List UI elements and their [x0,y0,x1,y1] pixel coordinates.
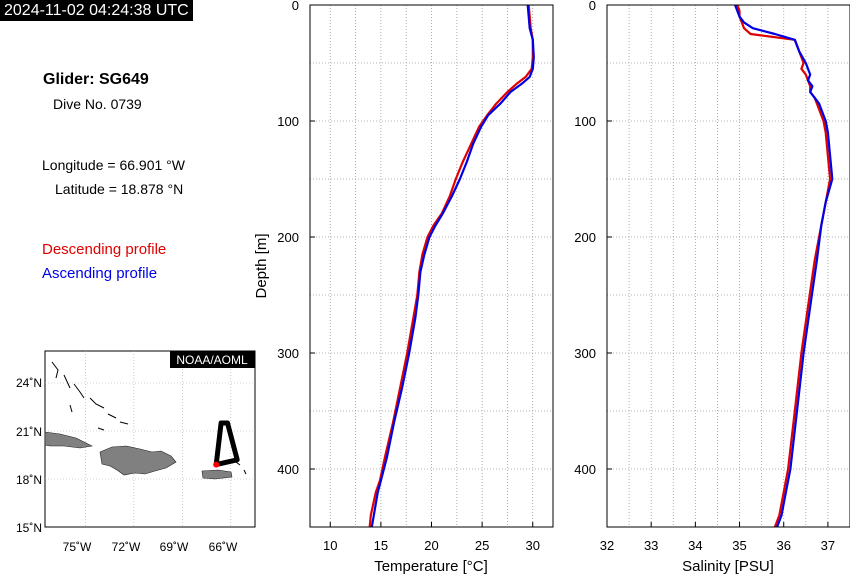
salinity-xlabel: Salinity [PSU] [682,558,774,574]
sal-x-tick-label: 32 [600,538,614,553]
salinity-grid [607,5,850,527]
dive-number: Dive No. 0739 [53,96,142,112]
salinity-chart: 32 33 34 35 36 37 0 100 200 300 400 Salinity [PSU… [574,0,850,574]
map-land-hispaniola [99,445,177,476]
temperature-chart: 10 15 20 25 30 0 100 200 300 400 Temperature [°C… [253,0,554,574]
map-land-cuba [44,431,93,449]
temperature-y-ticks: 0 100 200 300 400 [277,0,315,477]
temp-y-tick-label: 200 [277,230,299,245]
temp-x-tick-label: 15 [374,538,388,553]
map-lon-tick: 75˚W [63,540,92,554]
salinity-series [734,4,834,528]
legend-ascending: Ascending profile [42,265,158,282]
temperature-x-ticks: 10 15 20 25 30 [323,522,540,553]
depth-ylabel: Depth [m] [253,233,270,298]
map-lon-tick: 66˚W [209,540,238,554]
sal-x-tick-label: 36 [776,538,790,553]
longitude-readout: Longitude = 66.901 °W [42,157,185,173]
latitude-readout: Latitude = 18.878 °N [55,181,184,197]
sal-y-tick-label: 300 [574,346,596,361]
temp-y-tick-label: 100 [277,114,299,129]
sal-series-descending [736,4,832,528]
sal-y-tick-label: 100 [574,114,596,129]
temperature-xlabel: Temperature [°C] [374,558,488,574]
sal-series-ascending [734,4,834,528]
glider-position-marker [213,461,220,468]
temp-x-tick-label: 25 [475,538,489,553]
salinity-plot-frame [606,4,850,528]
salinity-y-ticks: 0 100 200 300 400 [574,0,612,477]
timestamp-label: 2024-11-02 04:24:38 UTC [0,0,193,21]
map-lon-tick: 69˚W [160,540,189,554]
map-lat-tick: 15˚N [16,521,42,535]
sal-x-tick-label: 33 [644,538,658,553]
salinity-x-ticks: 32 33 34 35 36 37 [600,522,835,553]
temp-y-tick-label: 300 [277,346,299,361]
temp-series-ascending [370,4,535,528]
temp-y-tick-label: 0 [292,0,299,13]
map-credit-badge [170,351,255,368]
temp-x-tick-label: 20 [424,538,438,553]
map-lat-tick: 24˚N [16,376,42,390]
map-lon-tick: 72˚W [112,540,141,554]
map-small-islands [51,361,247,475]
glider-track [213,420,240,468]
sal-y-tick-label: 200 [574,230,596,245]
sal-y-tick-label: 0 [589,0,596,13]
map-credit: NOAA/AOML [176,353,248,367]
temp-x-tick-label: 30 [526,538,540,553]
map-land-puerto-rico [201,469,233,480]
legend-descending: Descending profile [42,241,167,258]
map-lat-tick: 18˚N [16,473,42,487]
sal-x-tick-label: 37 [821,538,835,553]
temp-x-tick-label: 10 [323,538,337,553]
sal-x-tick-label: 35 [732,538,746,553]
temp-y-tick-label: 400 [277,462,299,477]
map-lat-tick: 21˚N [16,425,42,439]
sal-x-tick-label: 34 [688,538,702,553]
sal-y-tick-label: 400 [574,462,596,477]
location-map: NOAA/AOML 24˚N 21˚N 18˚N 15˚N 75˚W 72˚W … [16,350,256,554]
temperature-series [368,4,535,528]
temp-series-descending [368,4,534,528]
glider-title: Glider: SG649 [43,71,149,88]
